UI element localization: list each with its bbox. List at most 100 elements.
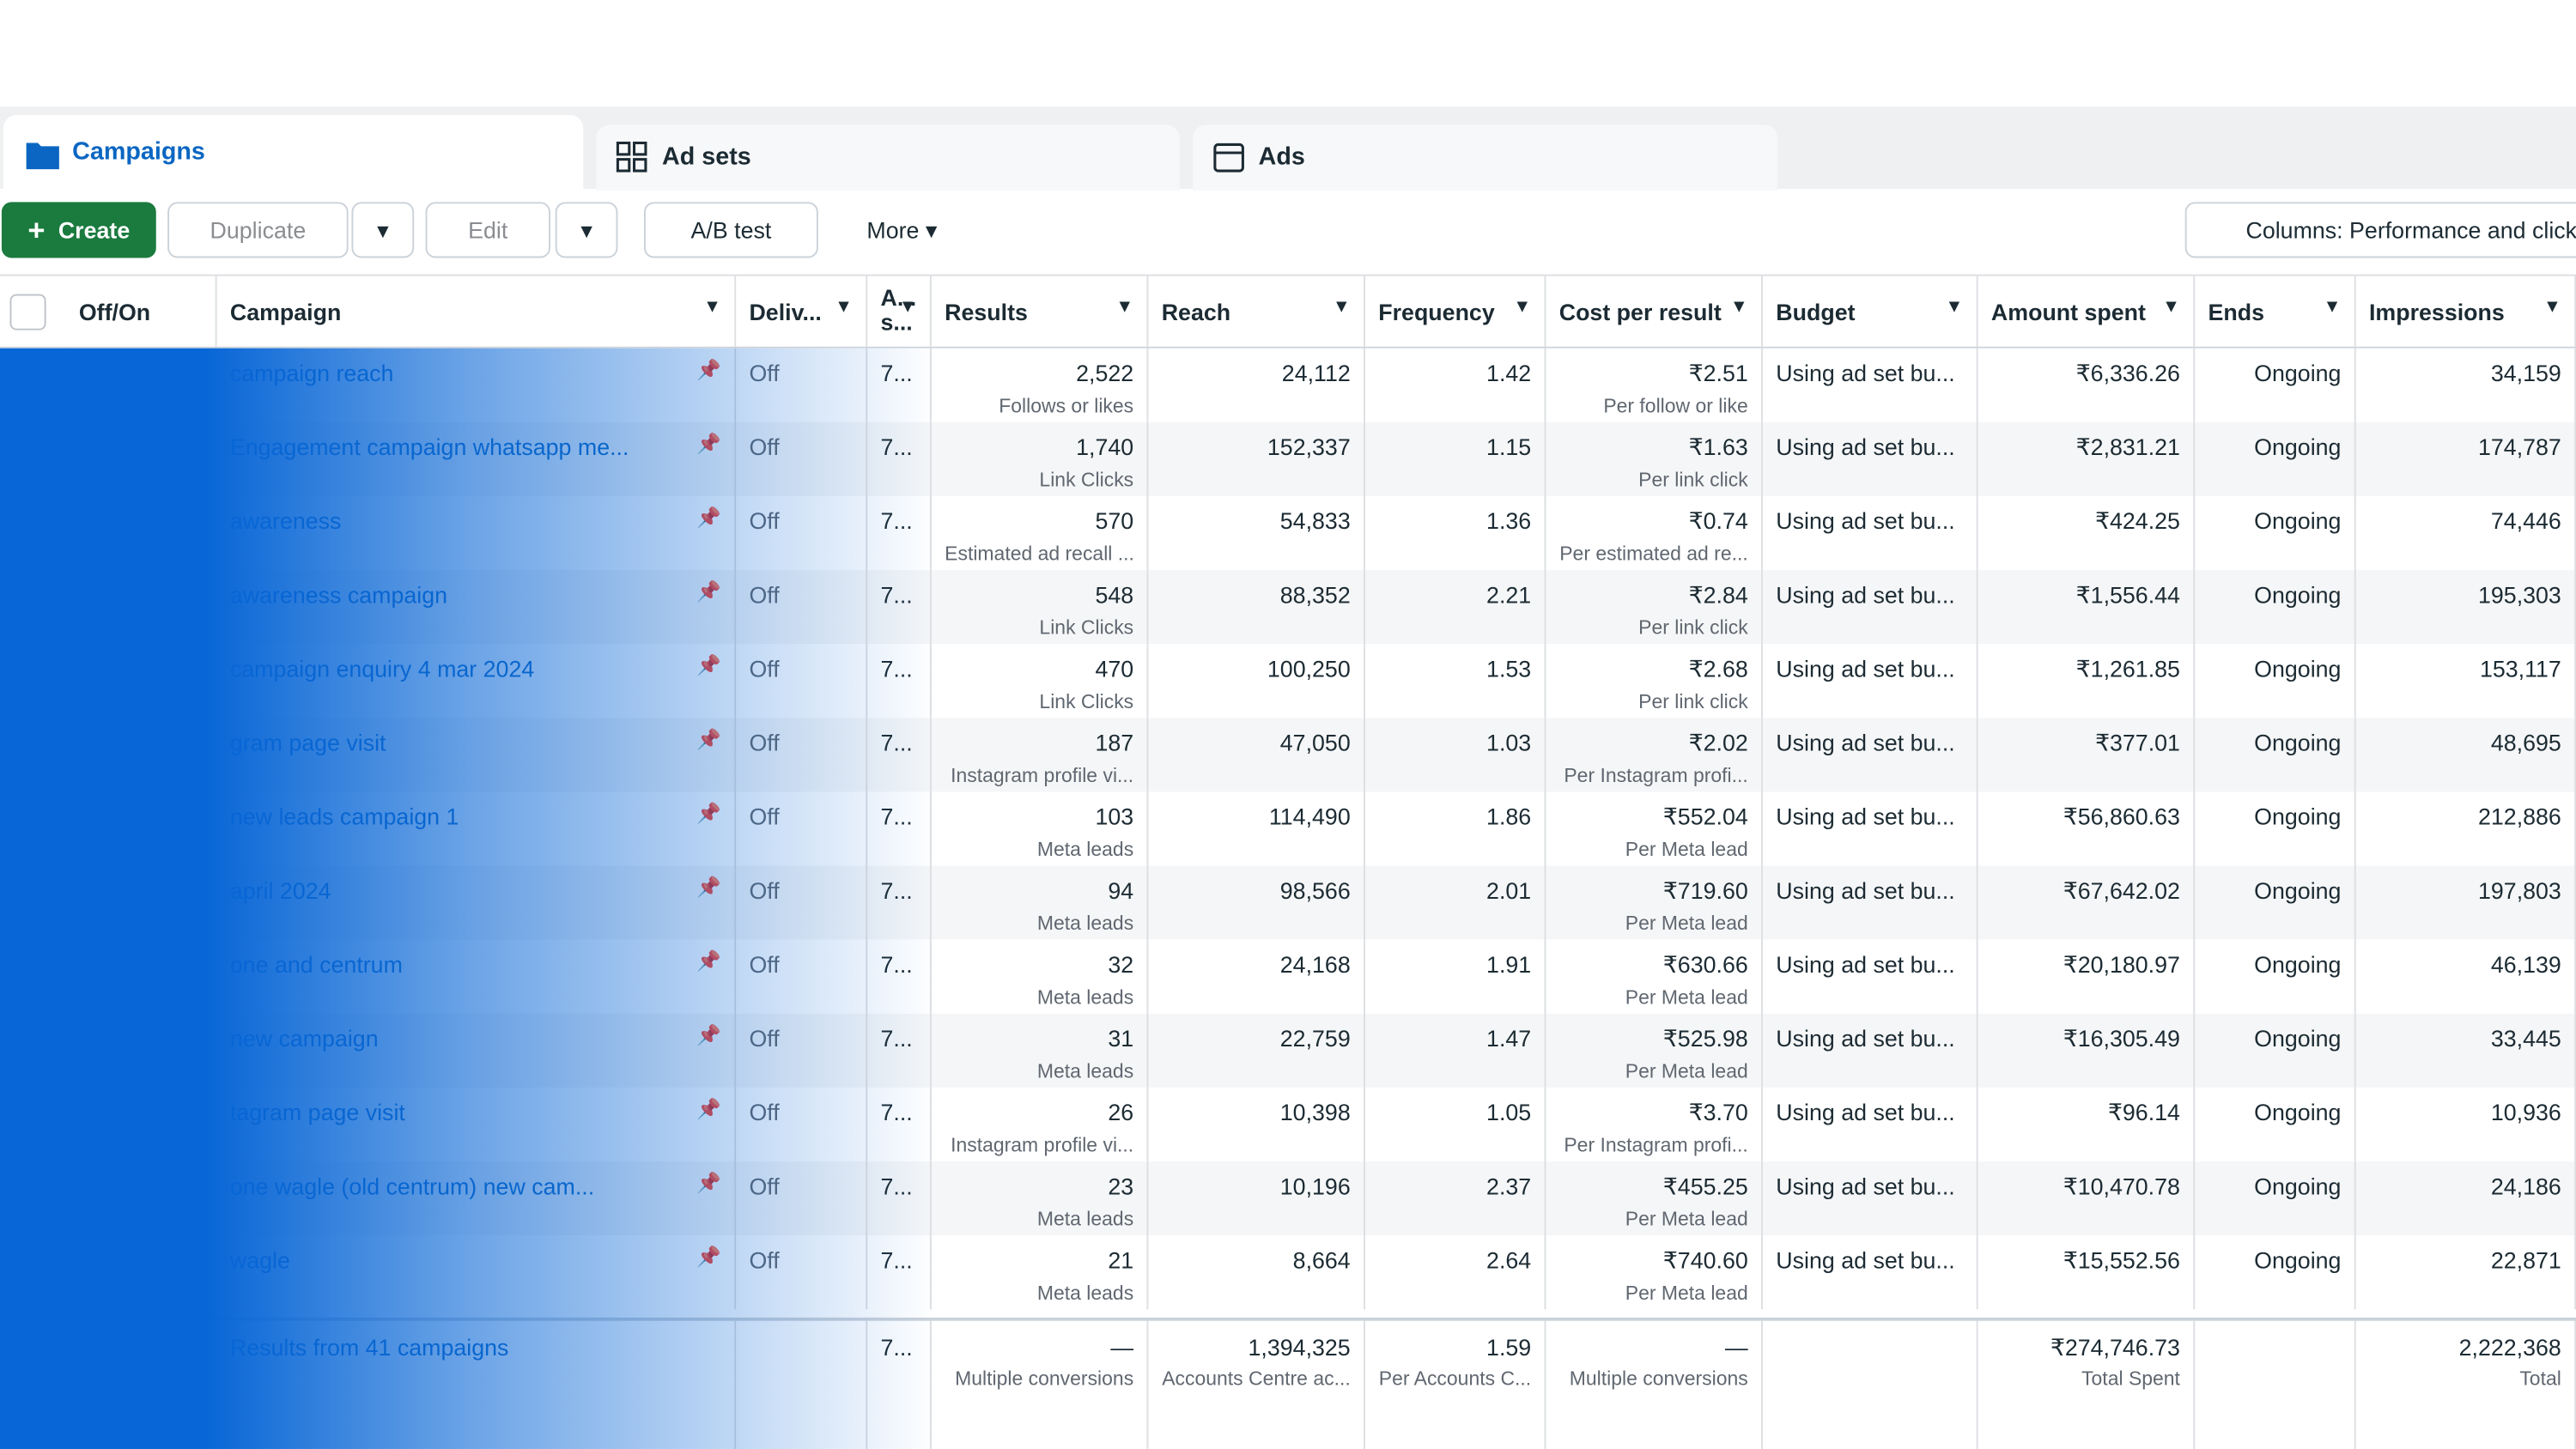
cell-value: Using ad set bu... bbox=[1776, 803, 1955, 830]
tab[interactable]: Ad sets bbox=[596, 124, 1180, 191]
create-button[interactable]: + Create bbox=[1, 202, 156, 258]
cell-value: 22,759 bbox=[1279, 1025, 1351, 1052]
cell-value: 548 bbox=[1095, 581, 1134, 609]
column-header[interactable]: Off/On bbox=[66, 276, 217, 347]
ab-test-button[interactable]: A/B test bbox=[644, 202, 818, 258]
cell-value: 98,566 bbox=[1279, 876, 1351, 904]
columns-button[interactable]: Columns: Performance and clicks bbox=[2184, 202, 2576, 258]
cell-sublabel: Per Meta lead bbox=[1625, 838, 1748, 861]
cell: ₹424.25 bbox=[1978, 495, 2196, 571]
total-sublabel: Per Accounts C... bbox=[1378, 1367, 1532, 1391]
cell-value: Ongoing bbox=[2254, 1246, 2342, 1274]
cell-value: 2.64 bbox=[1486, 1246, 1532, 1274]
button-label: Duplicate bbox=[210, 216, 307, 244]
cell bbox=[2195, 1320, 2356, 1449]
more-button[interactable]: More ▾ bbox=[834, 202, 969, 258]
dropdown-button[interactable]: ▾ bbox=[351, 202, 415, 258]
cell-sublabel: Estimated ad recall ... bbox=[945, 542, 1134, 566]
cell: Ongoing bbox=[2195, 1087, 2356, 1162]
cell: 114,490 bbox=[1148, 791, 1365, 866]
cell: ₹15,552.56 bbox=[1978, 1235, 2196, 1310]
redaction-overlay bbox=[0, 348, 937, 1449]
column-header[interactable]: Ends ▼ bbox=[2195, 276, 2356, 347]
cell: 48,695 bbox=[2356, 718, 2576, 792]
cell: 548 Link Clicks bbox=[932, 570, 1149, 645]
cell: 8,664 bbox=[1148, 1235, 1365, 1310]
cell-value: 1.42 bbox=[1486, 360, 1532, 386]
cell: 24,168 bbox=[1148, 939, 1365, 1014]
cell-value: 10,196 bbox=[1279, 1173, 1351, 1200]
cell-value: 153,117 bbox=[2479, 655, 2561, 682]
cell: 470 Link Clicks bbox=[932, 644, 1149, 718]
cell: 10,398 bbox=[1148, 1087, 1365, 1162]
cell-value: ₹740.60 bbox=[1662, 1246, 1748, 1274]
cell-value: 2.01 bbox=[1486, 876, 1532, 904]
cell: 22,759 bbox=[1148, 1013, 1365, 1088]
select-all-checkbox[interactable] bbox=[9, 294, 46, 330]
column-header[interactable]: Cost per result ▼ bbox=[1546, 276, 1763, 347]
cell: 103 Meta leads bbox=[932, 791, 1149, 866]
tab[interactable]: Ads bbox=[1193, 124, 1778, 191]
cell-value: Ongoing bbox=[2254, 360, 2342, 386]
cell-value: ₹2.68 bbox=[1688, 655, 1748, 682]
tab[interactable]: Campaigns bbox=[3, 114, 584, 194]
cell-sublabel: Per Instagram profi... bbox=[1564, 1133, 1748, 1157]
cell-value: Ongoing bbox=[2254, 876, 2342, 904]
cell: Ongoing bbox=[2195, 570, 2356, 645]
cell-sublabel: Instagram profile vi... bbox=[951, 1133, 1134, 1157]
total-value: — bbox=[1110, 1334, 1134, 1361]
column-header[interactable]: A... s... ▼ bbox=[867, 276, 932, 347]
column-header[interactable]: Impressions ▼ bbox=[2356, 276, 2576, 347]
column-header[interactable]: Results ▼ bbox=[932, 276, 1149, 347]
cell-value: Using ad set bu... bbox=[1776, 581, 1955, 609]
sort-arrow: ▼ bbox=[1513, 297, 1532, 318]
cell-value: Ongoing bbox=[2254, 951, 2342, 978]
cell-value: Ongoing bbox=[2254, 1099, 2342, 1125]
cell-value: ₹67,642.02 bbox=[2063, 876, 2180, 904]
tab-label: Campaigns bbox=[72, 137, 205, 167]
edit-button[interactable]: Edit bbox=[425, 202, 550, 258]
cell: ₹2.51 Per follow or like bbox=[1546, 348, 1763, 422]
header-label: Reach bbox=[1161, 299, 1231, 325]
cell-value: 22,871 bbox=[2490, 1246, 2561, 1274]
cell: 570 Estimated ad recall ... bbox=[932, 495, 1149, 571]
column-header[interactable]: Frequency ▼ bbox=[1365, 276, 1546, 347]
dropdown-button[interactable]: ▾ bbox=[555, 202, 618, 258]
cell-value: Using ad set bu... bbox=[1776, 507, 1955, 534]
cell: ₹20,180.97 bbox=[1978, 939, 2196, 1014]
cell-sublabel: Meta leads bbox=[1036, 838, 1134, 861]
button-label: Create bbox=[58, 216, 131, 244]
column-header[interactable]: Reach ▼ bbox=[1148, 276, 1365, 347]
duplicate-button[interactable]: Duplicate bbox=[167, 202, 349, 258]
column-header[interactable]: Deliv... ▼ bbox=[736, 276, 868, 347]
cell-value: Ongoing bbox=[2254, 507, 2342, 534]
cell: ₹740.60 Per Meta lead bbox=[1546, 1235, 1763, 1310]
cell-sublabel: Meta leads bbox=[1036, 1059, 1134, 1083]
cell: Ongoing bbox=[2195, 1013, 2356, 1088]
cell: Ongoing bbox=[2195, 421, 2356, 496]
cell: 1.86 bbox=[1365, 791, 1546, 866]
sort-arrow: ▼ bbox=[1945, 297, 1964, 318]
column-header[interactable]: Budget ▼ bbox=[1763, 276, 1978, 347]
cell-value: Using ad set bu... bbox=[1776, 1025, 1955, 1052]
cell-value: 1.86 bbox=[1486, 803, 1532, 830]
header-label: Campaign bbox=[229, 299, 342, 325]
cell-value: 21 bbox=[1108, 1246, 1134, 1274]
cell-value: ₹10,470.78 bbox=[2063, 1173, 2180, 1200]
cell: 1.03 bbox=[1365, 718, 1546, 792]
column-header[interactable]: Amount spent ▼ bbox=[1978, 276, 2196, 347]
cell-value: 34,159 bbox=[2490, 360, 2561, 386]
sort-arrow: ▼ bbox=[898, 297, 917, 318]
header-label: Impressions bbox=[2368, 299, 2505, 325]
tab-label: Ad sets bbox=[662, 142, 751, 172]
cell-value: Using ad set bu... bbox=[1776, 1246, 1955, 1274]
cell-value: Using ad set bu... bbox=[1776, 655, 1955, 682]
cell: 1.53 bbox=[1365, 644, 1546, 718]
column-header[interactable]: Campaign ▼ bbox=[217, 276, 737, 347]
cell: 94 Meta leads bbox=[932, 865, 1149, 940]
cell: 187 Instagram profile vi... bbox=[932, 718, 1149, 792]
cell-value: 24,112 bbox=[1281, 360, 1351, 386]
cell-value: 2.21 bbox=[1486, 581, 1532, 609]
cell-value: ₹377.01 bbox=[2094, 729, 2180, 756]
cell-sublabel: Per link click bbox=[1638, 468, 1748, 492]
